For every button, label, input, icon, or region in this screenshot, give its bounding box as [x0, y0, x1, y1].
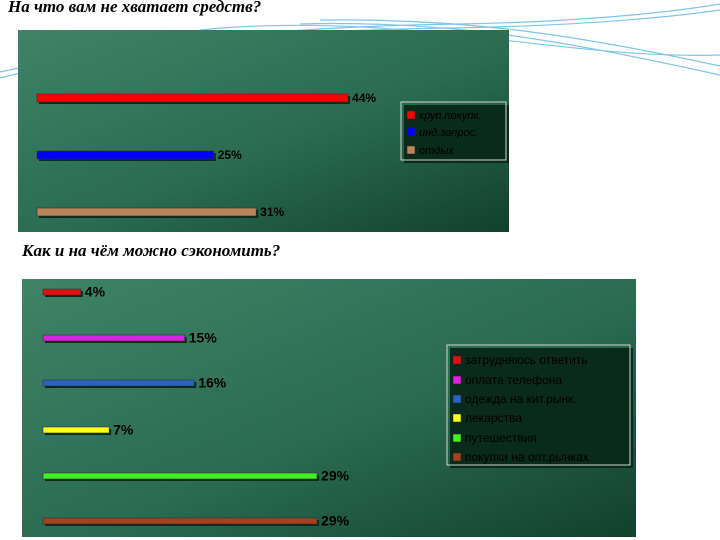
- legend-swatch: [452, 375, 462, 385]
- legend-swatch: [452, 413, 462, 423]
- chart-title: На что вам не хватает средств?: [7, 0, 261, 16]
- bar: [42, 334, 186, 342]
- data-label: 44%: [352, 91, 376, 105]
- legend-swatch: [452, 433, 462, 443]
- legend-shadow: [404, 105, 509, 163]
- legend-label: круп.покупк.: [419, 110, 482, 122]
- legend-label: покупки на опт.рынках: [465, 450, 589, 464]
- data-label: 29%: [321, 468, 350, 484]
- legend-label: одежда на кит.рынк.: [465, 392, 577, 406]
- data-label: 15%: [189, 330, 218, 346]
- data-label: 31%: [260, 205, 284, 219]
- legend: [400, 101, 507, 161]
- legend-label: инд.запрос.: [419, 127, 478, 139]
- legend-swatch: [452, 452, 462, 462]
- data-label: 29%: [321, 513, 350, 529]
- bar: [36, 93, 349, 103]
- data-label: 7%: [113, 422, 134, 438]
- data-label: 25%: [218, 148, 242, 162]
- legend-label: отдых: [419, 145, 454, 157]
- bar: [36, 150, 215, 160]
- legend-label: оплата телефона: [465, 373, 562, 387]
- data-label: 4%: [85, 284, 106, 300]
- legend-label: путешествия: [465, 431, 537, 445]
- legend: [446, 344, 631, 466]
- chart-title: Как и на чём можно сэкономить?: [21, 241, 280, 260]
- bar: [36, 207, 257, 217]
- bar: [42, 426, 110, 434]
- legend-swatch: [452, 394, 462, 404]
- bar: [42, 517, 318, 525]
- legend-swatch: [406, 110, 416, 120]
- legend-swatch: [452, 355, 462, 365]
- legend-label: затрудняюсь ответить: [465, 353, 588, 367]
- bar: [42, 472, 318, 480]
- data-label: 16%: [198, 375, 227, 391]
- bar: [42, 379, 195, 387]
- legend-swatch: [406, 145, 416, 155]
- legend-swatch: [406, 127, 416, 137]
- legend-shadow: [450, 348, 633, 468]
- bar: [42, 288, 82, 296]
- legend-label: лекарства: [465, 411, 522, 425]
